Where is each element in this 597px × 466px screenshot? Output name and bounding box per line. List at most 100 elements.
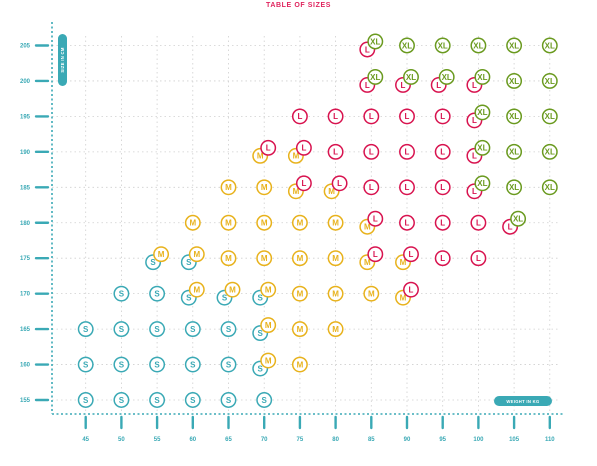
marker-ring (291, 214, 308, 231)
marker-ring (541, 143, 558, 160)
marker-m-75-180: M (291, 214, 308, 231)
marker-label: S (226, 396, 232, 405)
marker-ring (291, 321, 308, 338)
marker-s-65-160: S (220, 356, 237, 373)
marker-m-70-175: M (256, 250, 273, 267)
marker-ring (149, 285, 166, 302)
marker-label: L (365, 45, 370, 54)
marker-ring (77, 392, 94, 408)
marker-m-75-175: M (291, 250, 308, 267)
marker-ring (434, 108, 451, 125)
marker-s-50-165: S (113, 321, 130, 338)
x-tick-label-60: 60 (189, 437, 196, 443)
marker-ring (113, 356, 130, 373)
marker-label: S (83, 396, 89, 405)
marker-label: L (440, 183, 445, 192)
marker-label: M (332, 289, 339, 298)
marker-ring (506, 108, 523, 125)
marker-ring (260, 281, 277, 298)
marker-label: M (400, 293, 407, 302)
marker-label: M (297, 289, 304, 298)
marker-ring (434, 214, 451, 231)
x-tick-label-65: 65 (225, 437, 232, 443)
marker-label: XL (477, 144, 487, 153)
marker-ring (327, 143, 344, 160)
marker-s-55-155: S (149, 392, 166, 408)
marker-label: L (472, 152, 477, 161)
marker-l-75-185: L (295, 175, 312, 192)
marker-label: M (297, 325, 304, 334)
marker-ring (434, 143, 451, 160)
marker-ring (474, 69, 491, 85)
marker-label: S (154, 289, 160, 298)
marker-ring (506, 179, 523, 196)
marker-label: S (262, 396, 268, 405)
marker-ring (510, 210, 527, 227)
marker-xl-110-205: XL (541, 37, 558, 54)
marker-label: L (301, 144, 306, 153)
marker-s-55-170: S (149, 285, 166, 302)
marker-label: L (440, 112, 445, 121)
marker-ring (541, 179, 558, 196)
marker-m-80-175: M (327, 250, 344, 267)
marker-m-65-175: M (220, 250, 237, 267)
marker-label: XL (545, 77, 555, 86)
marker-ring (149, 321, 166, 338)
marker-s-70-155: S (256, 392, 273, 408)
x-tick-label-75: 75 (297, 437, 304, 443)
marker-xl-85-205: XL (367, 33, 384, 50)
marker-ring (188, 281, 205, 298)
marker-label: S (119, 289, 125, 298)
marker-ring (184, 321, 201, 338)
marker-ring (188, 246, 205, 263)
marker-xl-85-200: XL (367, 69, 384, 85)
marker-label: XL (545, 148, 555, 157)
marker-label: L (508, 223, 513, 232)
marker-s-60-165: S (184, 321, 201, 338)
marker-ring (367, 33, 384, 50)
marker-label: S (190, 396, 196, 405)
marker-xl-100-200: XL (474, 69, 491, 85)
x-tick-label-90: 90 (404, 437, 411, 443)
marker-ring (434, 179, 451, 196)
marker-ring (291, 108, 308, 125)
marker-l-95-195: L (434, 108, 451, 125)
marker-xl-110-200: XL (541, 73, 558, 89)
marker-s-45-160: S (77, 356, 94, 373)
marker-label: S (226, 325, 232, 334)
marker-ring (363, 179, 380, 196)
marker-label: L (472, 116, 477, 125)
marker-label: S (226, 360, 232, 369)
x-tick-label-70: 70 (261, 437, 268, 443)
marker-label: XL (509, 112, 519, 121)
marker-l-100-180: L (470, 214, 487, 231)
marker-m-70-170: M (260, 281, 277, 298)
marker-ring (260, 139, 277, 156)
marker-ring (470, 37, 487, 54)
marker-ring (327, 214, 344, 231)
marker-ring (367, 69, 384, 85)
marker-xl-105-205: XL (506, 37, 523, 54)
marker-m-60-175: M (188, 246, 205, 263)
marker-l-90-195: L (399, 108, 415, 125)
marker-l-95-190: L (434, 143, 451, 160)
marker-label: M (261, 254, 268, 263)
x-tick-label-55: 55 (154, 437, 161, 443)
marker-m-75-170: M (291, 285, 308, 302)
marker-label: M (332, 325, 339, 334)
marker-label: L (405, 183, 410, 192)
y-tick-label-175: 175 (20, 256, 31, 262)
x-tick-label-95: 95 (439, 437, 446, 443)
marker-label: L (409, 285, 414, 294)
marker-ring (399, 143, 415, 160)
marker-m-70-185: M (256, 179, 273, 196)
marker-l-85-195: L (363, 108, 380, 125)
x-tick-label-105: 105 (509, 437, 520, 443)
marker-l-95-185: L (434, 179, 451, 196)
x-tick-label-45: 45 (82, 437, 89, 443)
marker-label: XL (406, 73, 416, 82)
marker-l-75-190: L (295, 139, 312, 156)
x-tick-label-110: 110 (545, 437, 555, 443)
marker-ring (399, 37, 415, 54)
